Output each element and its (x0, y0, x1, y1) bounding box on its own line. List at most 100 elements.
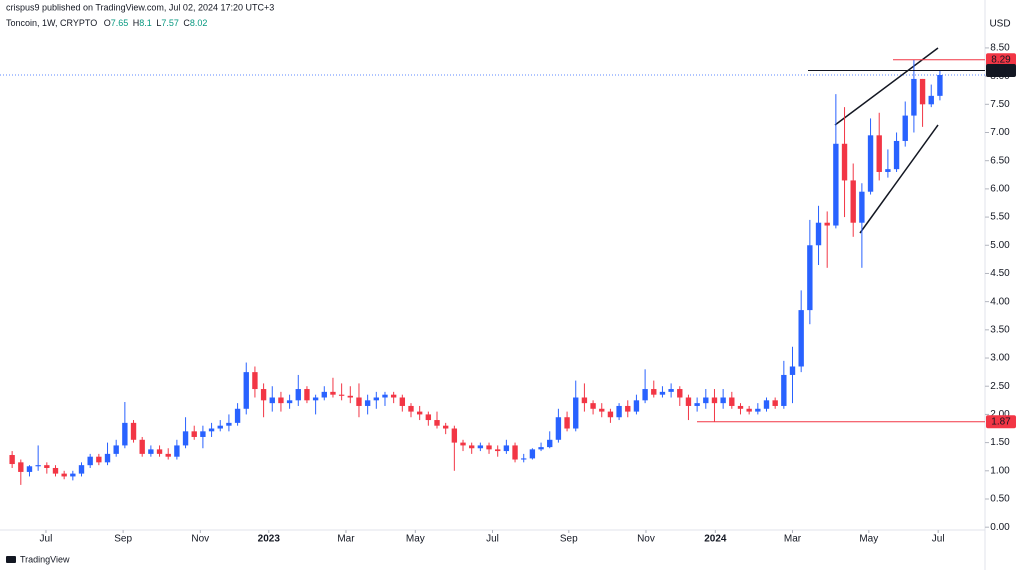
candle-body (590, 403, 596, 409)
y-tick-label: 3.50 (990, 324, 1010, 335)
candle-body (399, 397, 406, 406)
candle-body (174, 445, 180, 457)
candle-body (130, 422, 137, 440)
candle-body (373, 397, 379, 401)
candle-body (200, 431, 206, 437)
candle-body (304, 389, 310, 401)
candle-body (668, 389, 674, 392)
candle-body (815, 222, 822, 246)
candle-body (529, 449, 536, 459)
candle-body (850, 180, 856, 223)
price-label-box (986, 415, 1016, 429)
y-tick-label: 4.00 (990, 296, 1010, 307)
y-tick-label: 2.00 (990, 409, 1010, 420)
ohlc-value: 8.02 (190, 18, 208, 28)
candle-body (243, 372, 249, 409)
ohlc-value: 7.57 (161, 18, 179, 28)
y-tick-label: 8.50 (990, 43, 1010, 54)
candle-body (729, 397, 735, 406)
y-tick-label: 6.50 (990, 155, 1010, 166)
candle-body (26, 466, 33, 472)
candle-body (651, 389, 657, 395)
candle-body (781, 374, 787, 406)
candle-body (573, 397, 579, 429)
candle-body (486, 445, 492, 450)
x-tick-label: Jul (486, 534, 499, 545)
candle-body (408, 405, 414, 412)
candle-body (902, 115, 908, 141)
candle-body (217, 425, 223, 429)
candle-body (35, 465, 41, 467)
candle-body (52, 467, 59, 474)
candle-body (616, 405, 622, 418)
candle-body (208, 428, 215, 432)
y-tick-label: 7.00 (990, 127, 1010, 138)
candle-body (252, 372, 258, 390)
candle-body (226, 422, 232, 426)
candle-body (469, 445, 475, 449)
candle-body (633, 400, 640, 412)
legend: Toncoin, 1W, CRYPTO O7.65 H8.1 L7.57 C8.… (6, 18, 207, 28)
y-tick-label: 1.50 (990, 437, 1010, 448)
y-tick-label: 5.50 (990, 212, 1010, 223)
candle-body (9, 455, 15, 465)
candle-body (148, 449, 154, 454)
x-tick-label: Sep (114, 534, 132, 545)
candle-body (555, 417, 562, 440)
price-label-box (986, 63, 1016, 77)
candle-body (512, 445, 518, 460)
candle-body (538, 447, 544, 450)
y-tick-label: 4.50 (990, 268, 1010, 279)
candle-body (191, 431, 197, 437)
candle-body (477, 445, 484, 449)
candle-body (460, 442, 466, 446)
candle-body (720, 397, 726, 404)
candle-body (338, 394, 345, 396)
candle-body (156, 449, 163, 454)
candle-body (789, 366, 796, 375)
logo: TradingView (6, 554, 70, 564)
candle-body (78, 465, 85, 474)
candle-body (807, 245, 813, 311)
candle-body (18, 462, 24, 472)
candle-body (495, 449, 501, 452)
price-label-box (986, 53, 1016, 67)
y-tick-label: 0.50 (990, 494, 1010, 505)
candle-body (625, 405, 631, 412)
price-label: 8.1 (994, 65, 1008, 76)
header: crispus9 published on TradingView.com, J… (6, 2, 274, 12)
ohlc-prefix: H (133, 18, 140, 28)
x-tick-label: Mar (337, 534, 355, 545)
candle-body (685, 397, 692, 406)
candle-body (278, 397, 284, 404)
candle-body (321, 391, 327, 398)
x-tick-label: Jul (40, 534, 53, 545)
y-tick-label: 5.00 (990, 240, 1010, 251)
candle-body (113, 445, 119, 454)
x-tick-label: 2024 (704, 534, 727, 545)
candle-body (442, 425, 449, 429)
candle-body (503, 445, 510, 452)
x-tick-label: Jul (932, 534, 945, 545)
candle-body (919, 78, 926, 105)
ohlc-prefix: C (183, 18, 190, 28)
price-label: 8.29 (991, 54, 1011, 65)
candle-body (659, 391, 666, 395)
candle-body (564, 417, 570, 429)
candle-body (885, 169, 891, 172)
candle-body (893, 140, 900, 170)
candle-body (434, 420, 440, 426)
candle-body (703, 397, 709, 404)
y-tick-label: 1.00 (990, 465, 1010, 476)
candle-body (755, 408, 761, 412)
y-tick-label: 3.00 (990, 353, 1010, 364)
branding: TradingView (20, 554, 70, 564)
ohlc-value: 7.65 (111, 18, 129, 28)
candle-body (295, 389, 301, 401)
candle-body (182, 431, 189, 446)
ohlc-prefix: O (104, 18, 111, 28)
candle-body (122, 422, 128, 446)
candle-body (382, 394, 388, 398)
